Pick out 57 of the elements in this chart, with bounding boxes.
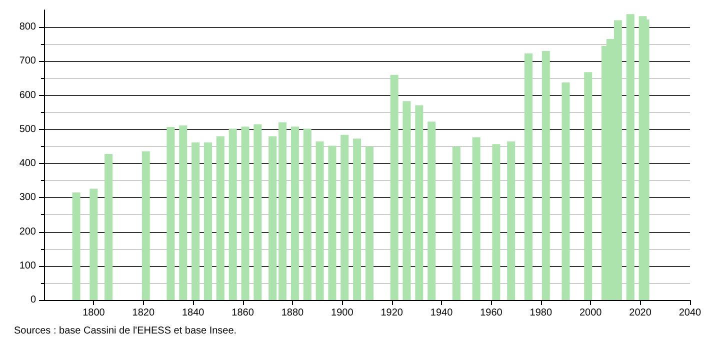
bar: [268, 136, 277, 300]
bar: [316, 141, 324, 300]
bar: [204, 142, 212, 300]
bar: [254, 124, 262, 300]
bar: [192, 142, 200, 300]
bar: [104, 154, 113, 300]
bar: [584, 72, 592, 300]
y-tick-label: 600: [19, 90, 36, 101]
bar: [353, 138, 362, 300]
x-tick-label: 1900: [331, 308, 354, 318]
bar: [216, 136, 224, 300]
bar: [328, 146, 336, 300]
y-tick-label: 500: [19, 124, 36, 135]
bar: [166, 127, 175, 300]
bar: [90, 188, 98, 300]
x-tick-label: 1820: [132, 308, 155, 318]
bar: [542, 50, 550, 300]
bar: [72, 192, 80, 300]
bar: [626, 14, 634, 300]
bar: [365, 146, 374, 300]
y-tick-label: 300: [19, 192, 36, 204]
bar: [524, 53, 532, 300]
y-tick-label: 200: [19, 226, 36, 238]
bar: [278, 122, 287, 300]
bar: [241, 126, 250, 300]
y-tick-label: 700: [19, 56, 36, 67]
x-tick-label: 1800: [82, 308, 106, 318]
bar: [472, 137, 480, 300]
bar: [415, 105, 424, 300]
y-tick-label: 400: [19, 158, 36, 170]
bar: [340, 134, 349, 300]
x-tick-label: 1960: [480, 308, 503, 318]
y-tick-label: 800: [19, 22, 36, 33]
bar: [142, 151, 150, 300]
y-tick-label: 0: [30, 294, 36, 306]
source-note: Sources : base Cassini de l'EHESS et base Insee.: [14, 326, 237, 336]
bar: [390, 74, 398, 300]
bar: [452, 146, 460, 300]
x-tick-label: 2040: [678, 308, 702, 318]
x-tick-label: 1980: [530, 308, 552, 318]
bar: [290, 126, 299, 300]
bar: [303, 128, 312, 300]
bar: [492, 144, 500, 300]
bar: [402, 101, 411, 300]
x-tick-label: 1860: [232, 308, 254, 318]
x-tick-label: 1920: [380, 308, 404, 318]
x-tick-label: 2000: [579, 308, 602, 318]
bar: [428, 122, 436, 300]
bar: [507, 141, 516, 300]
x-tick-label: 1940: [430, 308, 454, 318]
x-tick-label: 1880: [281, 308, 304, 318]
y-tick-label: 100: [19, 260, 36, 272]
x-tick-label: 1840: [182, 308, 205, 318]
bar: [562, 82, 570, 300]
bar: [179, 125, 188, 300]
x-tick-label: 2020: [629, 308, 652, 318]
bar: [228, 128, 237, 300]
